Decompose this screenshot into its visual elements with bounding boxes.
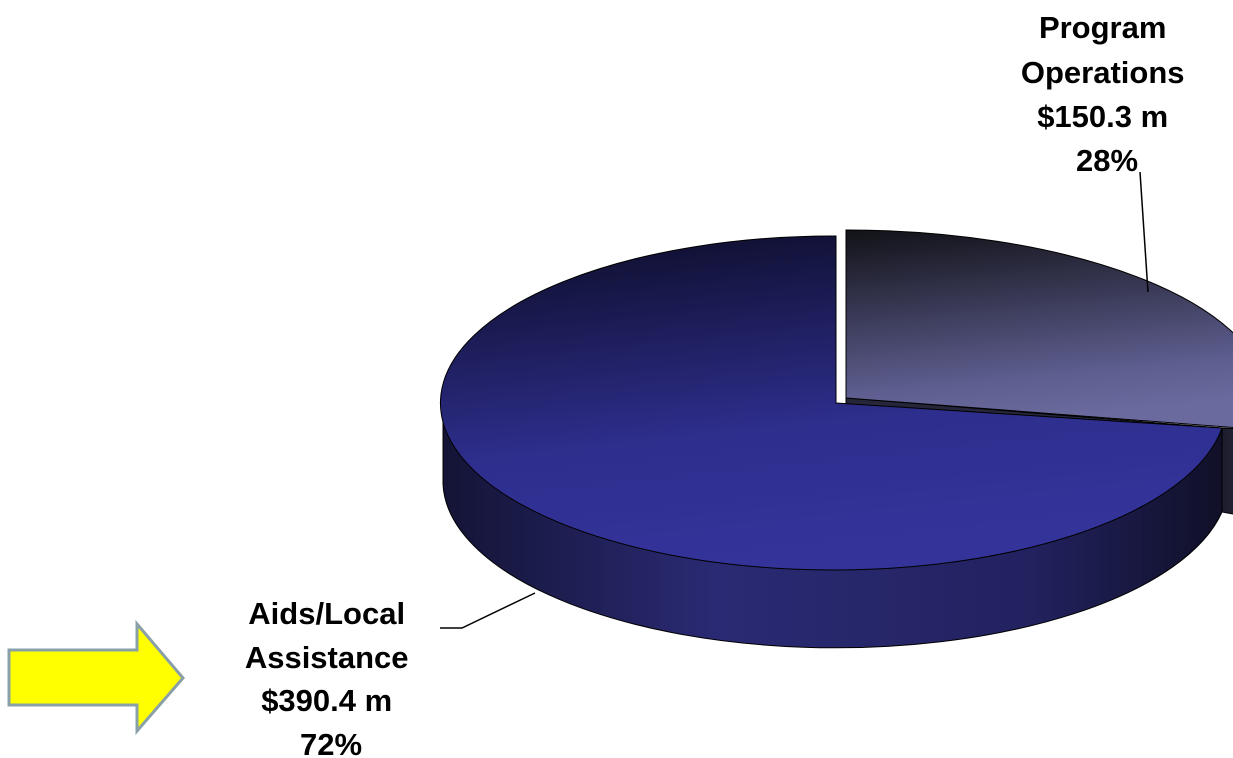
leader-line-aids-local-assistance bbox=[440, 592, 536, 629]
slice-aids-local-assistance bbox=[439, 235, 1223, 649]
slice-program-operations-top bbox=[845, 229, 1233, 429]
label-aids-local-assistance: Aids/Local Assistance $390.4 m 72% bbox=[245, 596, 417, 758]
leader-line-program-operations bbox=[1139, 171, 1149, 293]
yellow-arrow-icon bbox=[7, 619, 185, 736]
label-program-operations: Program Operations $150.3 m 28% bbox=[1021, 10, 1193, 178]
slice-program-operations-side bbox=[1221, 427, 1233, 515]
slice-aids-local-assistance-top bbox=[439, 235, 1223, 571]
